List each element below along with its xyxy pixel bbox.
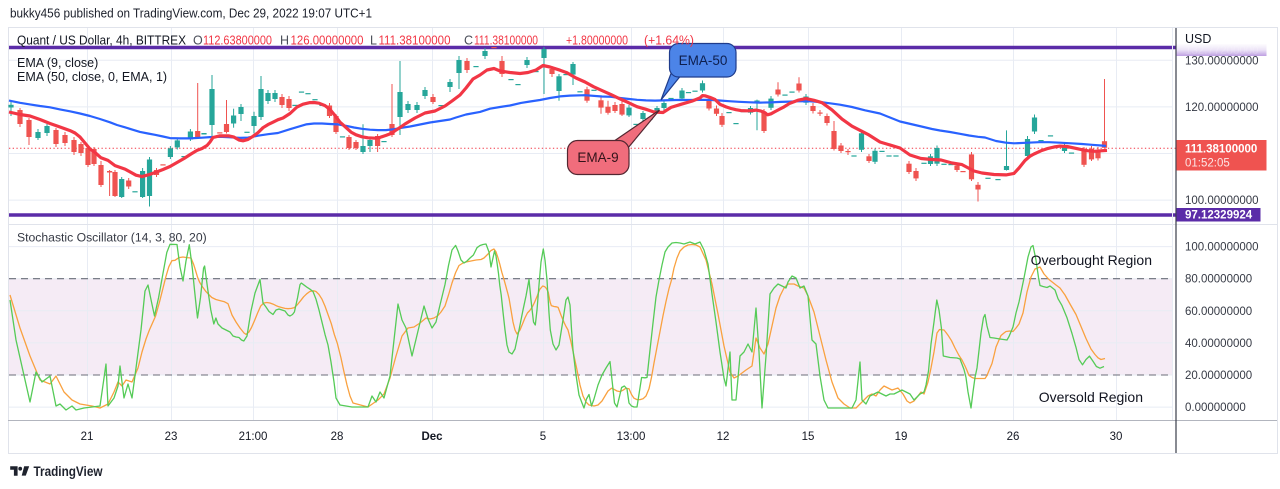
svg-text:Oversold Region: Oversold Region xyxy=(1039,389,1143,405)
svg-text:60.00000000: 60.00000000 xyxy=(1185,306,1252,318)
svg-text:80.00000000: 80.00000000 xyxy=(1185,274,1252,286)
svg-text:L: L xyxy=(370,34,377,48)
svg-text:130.00000000: 130.00000000 xyxy=(1185,55,1259,67)
svg-text:+1.80000000: +1.80000000 xyxy=(566,34,628,48)
svg-text:13:00: 13:00 xyxy=(617,431,646,443)
svg-text:21:00: 21:00 xyxy=(239,431,268,443)
svg-text:EMA-50: EMA-50 xyxy=(679,53,728,68)
svg-text:O: O xyxy=(193,34,203,48)
svg-text:Dec: Dec xyxy=(421,431,443,443)
svg-text:(+1.64%): (+1.64%) xyxy=(644,34,694,48)
svg-text:TradingView: TradingView xyxy=(34,463,103,479)
svg-text:120.00000000: 120.00000000 xyxy=(1185,102,1259,114)
svg-text:97.12329924: 97.12329924 xyxy=(1185,210,1253,222)
svg-text:19: 19 xyxy=(895,431,908,443)
svg-text:EMA (50, close, 0, EMA, 1): EMA (50, close, 0, EMA, 1) xyxy=(17,70,167,84)
svg-text:26: 26 xyxy=(1007,431,1020,443)
svg-text:23: 23 xyxy=(165,431,178,443)
svg-text:20.00000000: 20.00000000 xyxy=(1185,370,1252,382)
svg-text:EMA-9: EMA-9 xyxy=(577,150,618,165)
svg-text:C: C xyxy=(464,34,473,48)
svg-text:15: 15 xyxy=(802,431,815,443)
svg-text:28: 28 xyxy=(331,431,344,443)
svg-text:0.00000000: 0.00000000 xyxy=(1185,402,1246,414)
svg-text:01:52:05: 01:52:05 xyxy=(1185,158,1230,170)
svg-text:Quant / US Dollar, 4h, BITTREX: Quant / US Dollar, 4h, BITTREX xyxy=(17,34,187,48)
svg-text:126.00000000: 126.00000000 xyxy=(291,34,364,48)
svg-text:Overbought Region: Overbought Region xyxy=(1031,252,1152,268)
svg-text:30: 30 xyxy=(1110,431,1123,443)
svg-text:100.00000000: 100.00000000 xyxy=(1185,195,1259,207)
svg-text:132.77200000: 132.77200000 xyxy=(1185,45,1259,57)
svg-text:5: 5 xyxy=(540,431,546,443)
svg-text:bukky456 published on TradingV: bukky456 published on TradingView.com, D… xyxy=(10,7,372,21)
svg-text:EMA (9, close): EMA (9, close) xyxy=(17,56,98,70)
svg-text:111.38100000: 111.38100000 xyxy=(379,34,451,48)
svg-text:40.00000000: 40.00000000 xyxy=(1185,338,1252,350)
svg-text:21: 21 xyxy=(81,431,94,443)
svg-text:H: H xyxy=(280,34,289,48)
svg-text:111.38100000: 111.38100000 xyxy=(474,34,538,48)
svg-text:100.00000000: 100.00000000 xyxy=(1185,242,1259,254)
svg-text:USD: USD xyxy=(1185,32,1211,46)
svg-text:112.63800000: 112.63800000 xyxy=(203,34,272,48)
svg-text:Stochastic Oscillator (14, 3,: Stochastic Oscillator (14, 3, 80, 20) xyxy=(17,231,207,245)
svg-text:111.38100000: 111.38100000 xyxy=(1185,144,1257,156)
svg-text:12: 12 xyxy=(717,431,730,443)
